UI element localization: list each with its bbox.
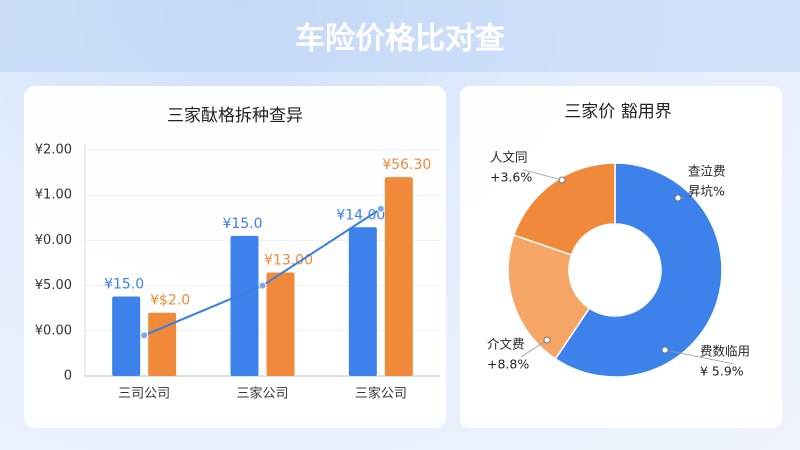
value-label: ¥$2.0 bbox=[150, 293, 190, 309]
bar bbox=[148, 312, 177, 376]
slice-value: ¥ 5.9% bbox=[700, 364, 744, 379]
leader-dot bbox=[543, 336, 551, 344]
leader-dot bbox=[674, 194, 682, 202]
x-tick-label: 三司公司 bbox=[118, 387, 170, 402]
value-label: ¥13.00 bbox=[264, 252, 313, 268]
y-tick-label: 0 bbox=[64, 369, 72, 384]
bar-chart-title: 三家酞格拆种查异 bbox=[167, 106, 303, 126]
slice-label: 人文同 bbox=[490, 150, 528, 165]
x-tick-label: 三家公司 bbox=[355, 386, 407, 402]
trend-point bbox=[376, 204, 385, 213]
slice-label: 介文费 bbox=[487, 337, 525, 352]
trend-point bbox=[258, 281, 267, 290]
value-label: ¥15.0 bbox=[104, 276, 144, 292]
donut-slice bbox=[554, 162, 723, 378]
annotation: 查泣费 bbox=[688, 164, 726, 179]
trend-point bbox=[140, 331, 149, 340]
y-tick-label: ¥2.00 bbox=[35, 143, 72, 158]
y-tick-label: ¥0.00 bbox=[35, 233, 72, 248]
slice-label: 费数临用 bbox=[700, 344, 750, 359]
leader-line bbox=[520, 339, 548, 358]
donut-slice bbox=[512, 162, 616, 256]
bar bbox=[230, 235, 259, 376]
bar bbox=[112, 296, 141, 376]
bar bbox=[266, 272, 295, 376]
y-tick-label: ¥1.00 bbox=[35, 188, 72, 203]
page-title: 车险价格比对查 bbox=[295, 22, 505, 57]
leader-line bbox=[664, 349, 735, 365]
annotation: 昇坑% bbox=[688, 184, 725, 199]
y-tick-label: ¥0.00 bbox=[35, 323, 72, 338]
leader-line bbox=[523, 169, 563, 181]
bar bbox=[384, 177, 413, 376]
value-label: ¥15.0 bbox=[222, 216, 262, 232]
value-label: ¥14.00 bbox=[336, 207, 385, 223]
pie-chart-title: 三家价 豁用界 bbox=[564, 102, 671, 122]
donut-slice bbox=[507, 234, 591, 360]
leader-dot bbox=[558, 176, 566, 184]
y-tick-label: ¥5.00 bbox=[35, 278, 72, 293]
header-band bbox=[0, 0, 800, 72]
slice-value: +3.6% bbox=[490, 170, 532, 185]
slice-value: +8.8% bbox=[487, 357, 529, 372]
leader-dot bbox=[661, 346, 669, 354]
x-tick-label: 三家公司 bbox=[236, 386, 288, 402]
value-label: ¥56.30 bbox=[382, 157, 431, 173]
bar bbox=[348, 227, 377, 376]
